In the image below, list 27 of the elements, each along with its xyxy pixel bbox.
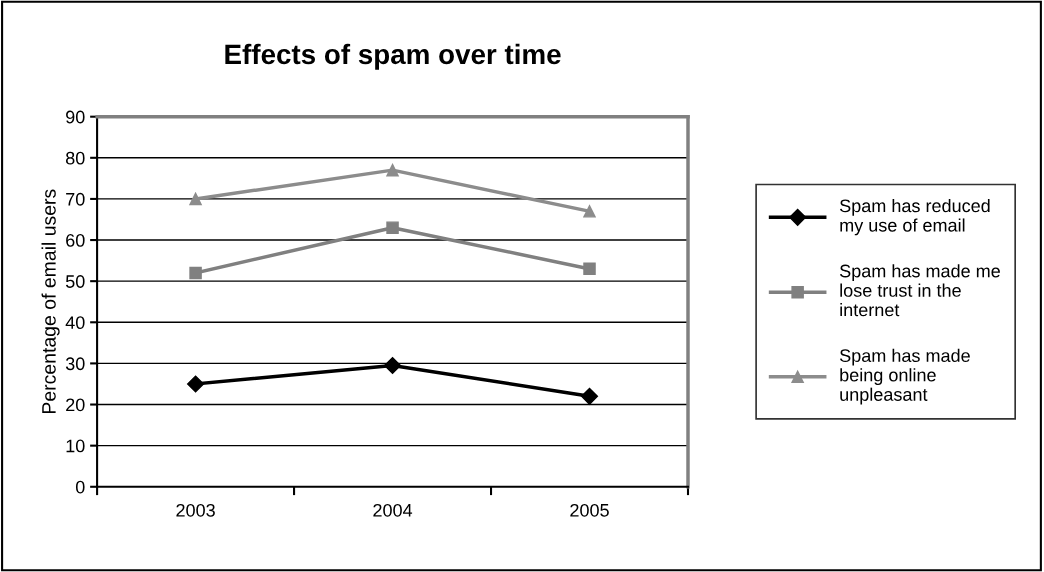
point [580, 387, 599, 405]
legend-label: Spam has made me lose trust in the internet [839, 264, 1000, 317]
y-tick-label: 20 [66, 398, 85, 412]
point [386, 221, 399, 234]
y-tick-label: 40 [65, 316, 85, 330]
x-tick-label: 2004 [373, 503, 413, 517]
point [583, 262, 596, 276]
y-tick-label: 70 [66, 192, 85, 206]
y-tick-label: 50 [65, 275, 85, 288]
legend-label: Spam has made being online unpleasant [839, 348, 970, 405]
y-axis-title: Percentage of email users [41, 189, 60, 414]
point [583, 205, 596, 218]
point [189, 192, 202, 206]
y-tick-label: 30 [65, 357, 85, 371]
point [386, 163, 399, 177]
x-tick-label: 2005 [570, 503, 609, 517]
y-tick-label: 0 [75, 480, 85, 494]
x-tick-label: 2003 [176, 503, 215, 517]
point [189, 266, 202, 280]
legend-label: Spam has reduced my use of email [839, 198, 990, 236]
point [187, 375, 205, 393]
y-tick-label: 60 [66, 233, 85, 247]
point [383, 356, 402, 375]
y-tick-label: 10 [66, 439, 85, 453]
y-tick-label: 80 [65, 151, 85, 165]
y-tick-label: 90 [66, 110, 85, 124]
chart-title: Effects of spam over time [225, 43, 561, 70]
